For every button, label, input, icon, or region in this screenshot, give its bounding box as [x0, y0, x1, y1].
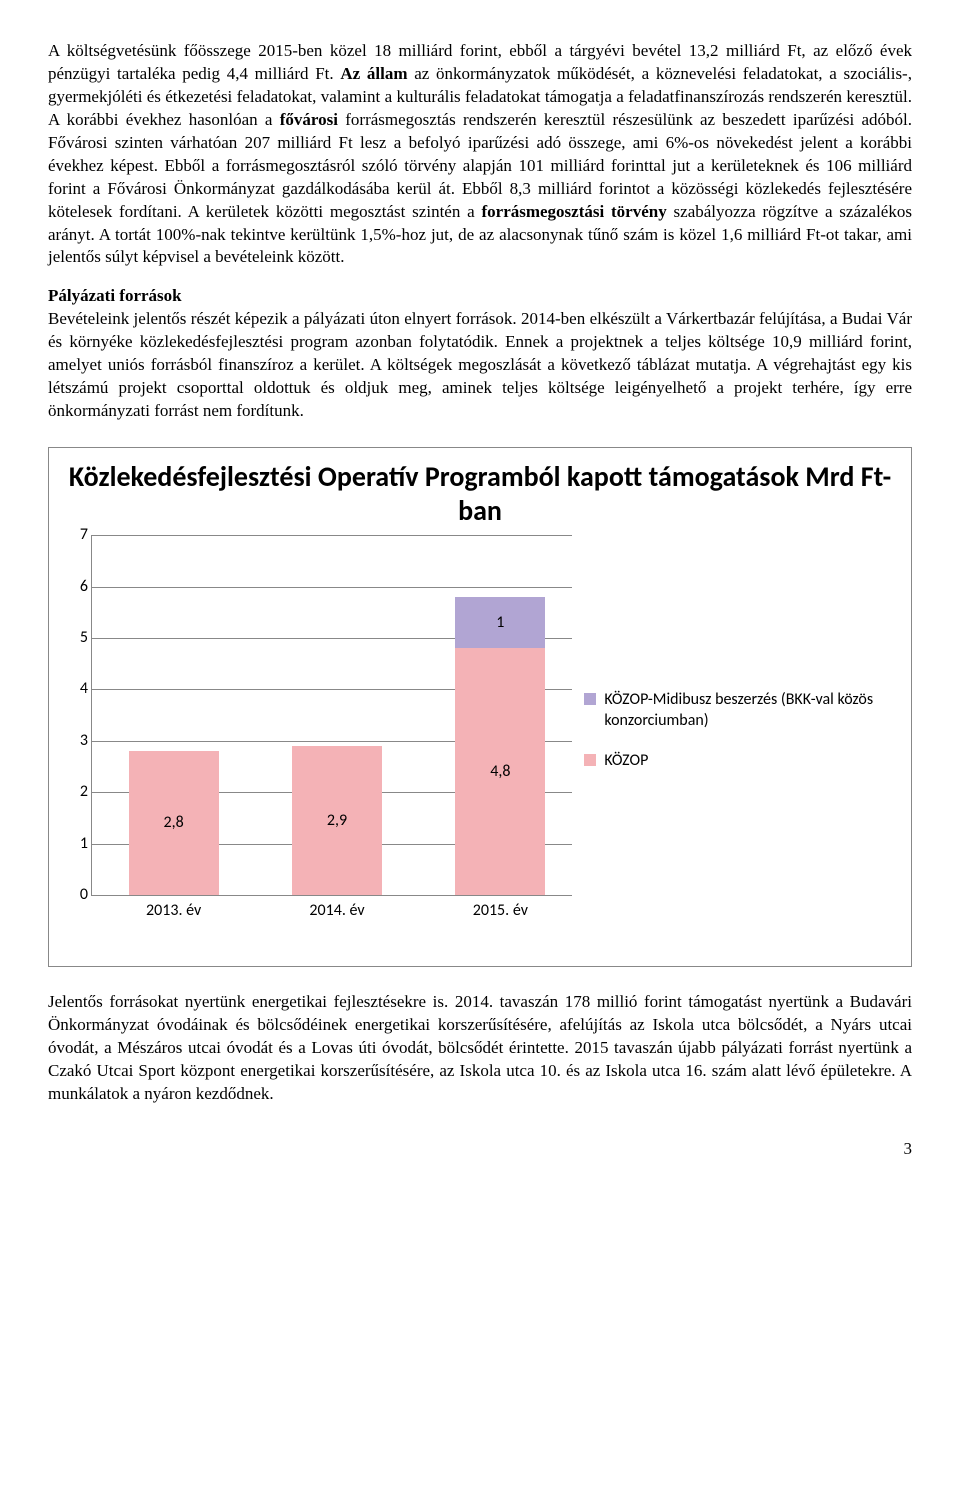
y-axis-label: 5	[68, 627, 88, 649]
legend-swatch	[584, 754, 596, 766]
paragraph-budget: A költségvetésünk főösszege 2015-ben köz…	[48, 40, 912, 269]
y-axis-label: 1	[68, 833, 88, 855]
bar-group: 14,82015. év	[455, 597, 545, 895]
y-axis-label: 3	[68, 730, 88, 752]
bar-value-label: 4,8	[455, 761, 545, 783]
bar-segment: 1	[455, 597, 545, 648]
x-axis-label: 2015. év	[420, 900, 580, 922]
paragraph-energy: Jelentős forrásokat nyertünk energetikai…	[48, 991, 912, 1106]
bar-group: 2,92014. év	[292, 746, 382, 895]
bar-value-label: 2,8	[129, 812, 219, 834]
x-axis-label: 2014. év	[257, 900, 417, 922]
y-axis-label: 7	[68, 524, 88, 546]
chart-title: Közlekedésfejlesztési Operatív Programbó…	[61, 460, 899, 527]
bar-group: 2,82013. év	[129, 751, 219, 895]
legend-item: KÖZOP-Midibusz beszerzés (BKK-val közös …	[584, 689, 899, 732]
bar-value-label: 1	[455, 612, 545, 634]
y-axis-label: 4	[68, 679, 88, 701]
y-axis-label: 6	[68, 576, 88, 598]
legend-label: KÖZOP-Midibusz beszerzés (BKK-val közös …	[604, 689, 899, 732]
y-axis-label: 2	[68, 782, 88, 804]
legend-item: KÖZOP	[584, 750, 899, 772]
bar-segment: 2,8	[129, 751, 219, 895]
legend-swatch	[584, 693, 596, 705]
subheading-grants: Pályázati források	[48, 285, 912, 308]
bar-value-label: 2,9	[292, 810, 382, 832]
bar-segment: 2,9	[292, 746, 382, 895]
y-axis-label: 0	[68, 884, 88, 906]
legend-label: KÖZOP	[604, 750, 648, 772]
page-number: 3	[48, 1138, 912, 1161]
grid-line	[92, 535, 572, 536]
chart-plot-area: 012345672,82013. év2,92014. év14,82015. …	[61, 535, 572, 925]
grid-line	[92, 587, 572, 588]
bar-segment: 4,8	[455, 648, 545, 895]
chart-kozop: Közlekedésfejlesztési Operatív Programbó…	[48, 447, 912, 967]
chart-legend: KÖZOP-Midibusz beszerzés (BKK-val közös …	[572, 535, 899, 925]
paragraph-grants: Bevételeink jelentős részét képezik a pá…	[48, 308, 912, 423]
x-axis-label: 2013. év	[94, 900, 254, 922]
